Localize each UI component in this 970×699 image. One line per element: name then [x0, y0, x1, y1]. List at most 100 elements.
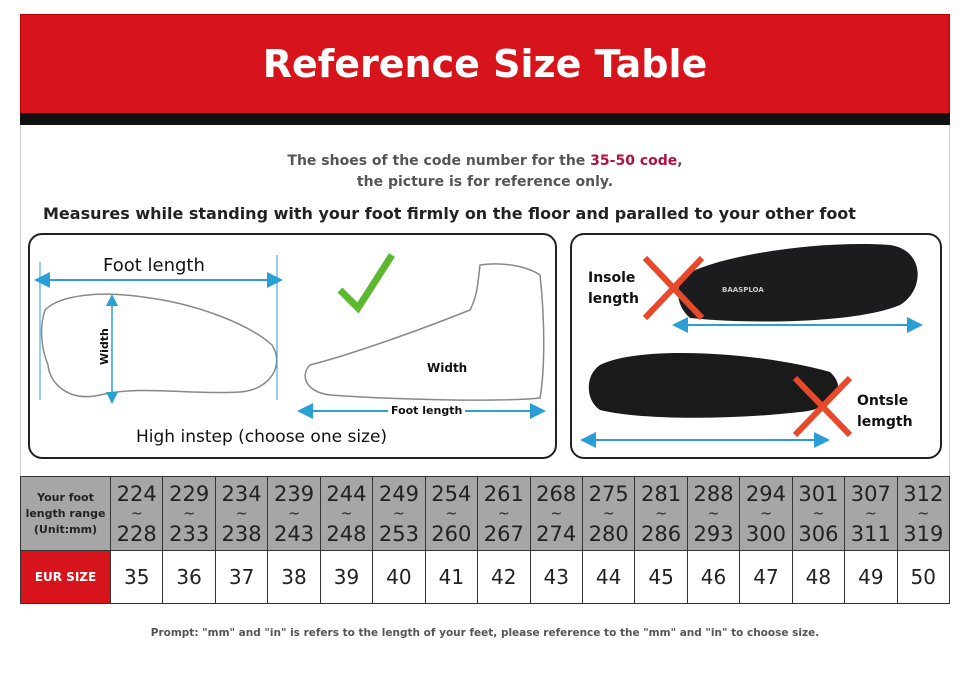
range-min: 249 [378, 481, 419, 506]
length-range-cell: 249 ~253 [372, 476, 426, 551]
range-max: 293 [693, 521, 734, 546]
range-max: 260 [431, 521, 472, 546]
tilde: ~ [655, 505, 667, 522]
range-min: 244 [326, 481, 367, 506]
brand-logo: BAASPLOA [722, 286, 764, 294]
outsole-icon [588, 353, 839, 418]
range-max: 319 [903, 521, 944, 546]
eur-size-cell: 36 [162, 550, 216, 604]
instruction-text: Measures while standing with your foot f… [43, 204, 856, 223]
note-line1: The shoes of the code number for the 35-… [287, 153, 683, 169]
cross-icon [642, 255, 705, 321]
tilde: ~ [340, 505, 353, 522]
tilde: ~ [130, 505, 143, 522]
tilde: ~ [602, 505, 615, 522]
range-min: 275 [588, 481, 629, 506]
eur-size-header: EUR SIZE [20, 550, 111, 604]
eur-size-cell: 50 [896, 550, 951, 604]
length-range-cell: 281 ~286 [634, 476, 688, 551]
foot-top-view-icon [40, 293, 278, 398]
range-max: 280 [588, 521, 629, 546]
tilde: ~ [864, 505, 877, 522]
range-min: 294 [745, 481, 787, 506]
tilde: ~ [760, 505, 772, 522]
eur-size-cell: 48 [791, 550, 846, 604]
length-range-cell: 254 ~260 [424, 476, 479, 551]
length-range-cell: 224 ~228 [109, 476, 164, 551]
length-range-cell: 312 ~319 [896, 476, 951, 551]
range-min: 307 [850, 481, 891, 506]
tilde: ~ [497, 505, 510, 522]
length-range-cell: 288 ~293 [686, 476, 741, 551]
range-max: 267 [483, 521, 524, 546]
range-min: 288 [693, 481, 734, 506]
eur-size-cell: 49 [844, 550, 898, 604]
width-vertical-label: Width [98, 328, 111, 365]
tilde: ~ [550, 505, 563, 522]
eur-size-cell: 46 [686, 550, 741, 604]
length-range-cell: 239 ~243 [267, 476, 321, 551]
eur-size-cell: 44 [581, 550, 636, 604]
range-min: 312 [903, 481, 944, 506]
note-line2: the picture is for reference only. [356, 174, 614, 190]
page-title: Reference Size Table [20, 14, 950, 114]
tilde: ~ [707, 505, 720, 522]
high-instep-label: High instep (choose one size) [136, 427, 388, 447]
range-min: 301 [798, 481, 839, 506]
header-divider [20, 113, 950, 125]
range-max: 311 [850, 521, 891, 546]
foot-length-header: Your foot length range (Unit:mm) [20, 476, 111, 551]
size-table: Your foot length range (Unit:mm) 224 ~228 22… [20, 476, 951, 604]
range-min: 261 [483, 481, 524, 506]
length-range-cell: 244 ~248 [319, 476, 374, 551]
foot-length-small-label: Foot length [388, 404, 466, 417]
eur-size-cell: 39 [319, 550, 374, 604]
range-min: 239 [273, 481, 315, 506]
eur-size-cell: 37 [214, 550, 269, 604]
range-min: 268 [536, 481, 577, 506]
length-range-cell: 268 ~274 [529, 476, 583, 551]
foot-length-row: Your foot length range (Unit:mm) 224 ~228 22… [20, 476, 951, 551]
range-max: 233 [169, 521, 210, 546]
length-range-cell: 229 ~233 [162, 476, 216, 551]
tilde: ~ [917, 505, 930, 522]
tilde: ~ [183, 505, 196, 522]
eur-size-cell: 43 [529, 550, 583, 604]
tilde: ~ [812, 505, 825, 522]
eur-size-cell: 42 [477, 550, 531, 604]
range-min: 234 [221, 481, 262, 506]
length-range-cell: 261 ~267 [477, 476, 531, 551]
ontsle-length-label: Ontsle lemgth [857, 393, 913, 430]
range-min: 229 [169, 481, 210, 506]
range-max: 248 [326, 521, 367, 546]
range-min: 224 [116, 481, 157, 506]
range-max: 274 [536, 521, 577, 546]
insole-icon [678, 244, 918, 322]
eur-size-row: EUR SIZE 35 36 37 38 39 40 41 42 43 44 45 46 47 48 49 5… [20, 550, 951, 604]
length-range-cell: 234 ~238 [214, 476, 269, 551]
length-range-cell: 275 ~280 [581, 476, 636, 551]
cross-icon [792, 375, 853, 438]
width-label: Width [427, 361, 468, 375]
range-max: 228 [116, 521, 157, 546]
range-max: 300 [745, 521, 787, 546]
range-min: 281 [641, 481, 682, 506]
insole-length-label: Insole length [588, 270, 639, 307]
eur-size-cell: 38 [267, 550, 321, 604]
foot-length-label: Foot length [103, 255, 205, 276]
eur-size-cell: 40 [372, 550, 426, 604]
eur-size-cell: 41 [424, 550, 479, 604]
range-max: 238 [221, 521, 262, 546]
eur-size-cell: 35 [109, 550, 164, 604]
tilde: ~ [393, 505, 405, 522]
length-range-cell: 307 ~311 [844, 476, 898, 551]
tilde: ~ [235, 505, 248, 522]
tilde: ~ [288, 505, 300, 522]
range-min: 254 [431, 481, 472, 506]
content-frame [20, 125, 950, 477]
range-max: 253 [378, 521, 419, 546]
prompt-text: Prompt: "mm" and "in" is refers to the l… [150, 627, 820, 639]
range-max: 286 [641, 521, 682, 546]
eur-size-cell: 47 [739, 550, 793, 604]
